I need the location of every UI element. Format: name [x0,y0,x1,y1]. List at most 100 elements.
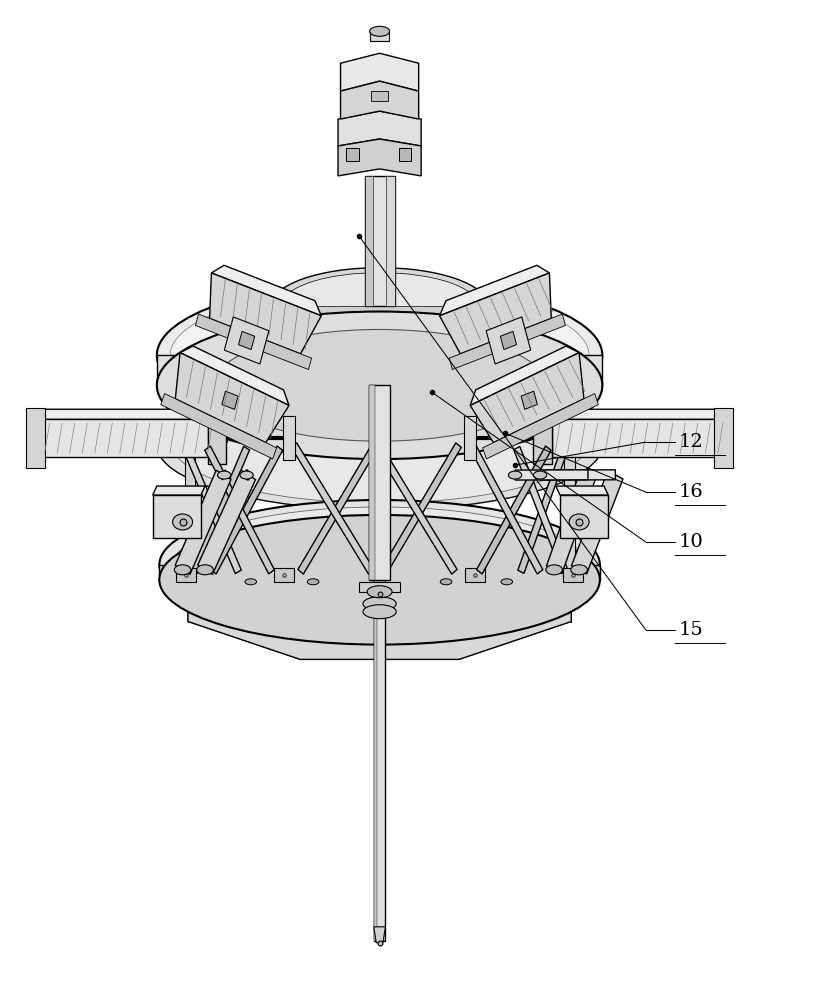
Ellipse shape [367,586,392,598]
Polygon shape [176,568,196,582]
Polygon shape [153,495,201,538]
Ellipse shape [173,387,585,503]
Ellipse shape [157,282,602,429]
Polygon shape [298,443,378,574]
Ellipse shape [185,356,200,364]
Polygon shape [534,412,551,464]
Polygon shape [399,148,411,161]
Ellipse shape [240,471,254,479]
Polygon shape [514,446,568,573]
Text: 12: 12 [679,433,704,451]
Ellipse shape [307,579,319,585]
Ellipse shape [534,471,546,479]
Polygon shape [183,446,241,574]
Polygon shape [459,607,571,659]
Polygon shape [175,353,289,443]
Ellipse shape [245,579,257,585]
Polygon shape [470,346,579,405]
Polygon shape [338,111,421,146]
Polygon shape [381,443,461,574]
Polygon shape [564,445,575,580]
Polygon shape [274,568,294,582]
Polygon shape [340,81,419,119]
Polygon shape [560,495,608,538]
Polygon shape [168,417,228,450]
Polygon shape [714,408,733,468]
Polygon shape [168,417,224,435]
Polygon shape [546,471,595,574]
Polygon shape [246,470,249,480]
Polygon shape [184,445,195,580]
Polygon shape [208,412,226,464]
Ellipse shape [570,565,587,575]
Polygon shape [338,139,421,176]
Polygon shape [159,565,600,580]
Ellipse shape [509,471,522,479]
Ellipse shape [501,579,513,585]
Polygon shape [188,607,300,659]
Text: 16: 16 [679,483,704,501]
Polygon shape [374,595,385,941]
Ellipse shape [569,514,589,530]
Polygon shape [364,176,394,306]
Ellipse shape [369,26,389,36]
Polygon shape [210,446,283,574]
Polygon shape [364,176,373,306]
Polygon shape [300,644,459,659]
Polygon shape [180,346,289,405]
Polygon shape [369,385,390,580]
Polygon shape [359,582,400,592]
Polygon shape [188,530,571,659]
Text: 10: 10 [679,533,704,551]
Polygon shape [153,486,205,495]
Polygon shape [571,471,623,574]
Text: 15: 15 [679,621,704,639]
Ellipse shape [559,356,574,364]
Polygon shape [374,927,385,943]
Polygon shape [470,446,543,574]
Polygon shape [470,353,584,443]
Ellipse shape [157,380,602,510]
Polygon shape [340,53,419,91]
Polygon shape [500,331,516,350]
Polygon shape [185,360,200,385]
Polygon shape [563,568,583,582]
Polygon shape [195,314,312,370]
Ellipse shape [197,565,214,575]
Polygon shape [518,447,568,573]
Ellipse shape [214,329,545,441]
Polygon shape [537,417,596,450]
Polygon shape [346,148,359,161]
Polygon shape [515,470,588,480]
Polygon shape [486,317,530,364]
Polygon shape [211,265,321,316]
Ellipse shape [374,579,385,585]
Polygon shape [540,417,596,435]
Polygon shape [209,273,321,354]
Polygon shape [204,446,274,574]
Polygon shape [222,470,225,480]
Polygon shape [374,595,377,941]
Ellipse shape [170,288,589,423]
Ellipse shape [282,273,478,338]
Polygon shape [476,446,551,574]
Polygon shape [224,317,269,364]
Ellipse shape [363,597,396,611]
Polygon shape [386,176,394,306]
Polygon shape [450,314,565,370]
Polygon shape [35,409,214,419]
Polygon shape [507,377,551,424]
Polygon shape [198,470,255,575]
Polygon shape [483,394,598,459]
Polygon shape [551,419,718,457]
Ellipse shape [272,268,488,343]
Polygon shape [175,470,231,574]
Polygon shape [284,416,294,460]
Polygon shape [239,331,254,350]
Ellipse shape [218,471,231,479]
Ellipse shape [157,312,602,459]
Polygon shape [157,355,602,385]
Polygon shape [545,409,725,419]
Polygon shape [440,273,551,354]
Polygon shape [188,515,571,644]
